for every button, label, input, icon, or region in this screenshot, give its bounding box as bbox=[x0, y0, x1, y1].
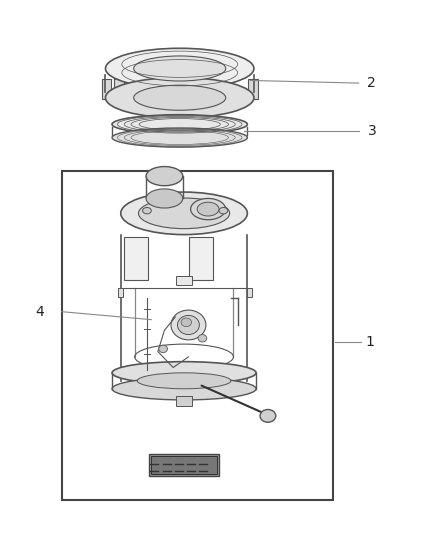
Bar bbox=[247, 288, 252, 297]
Bar bbox=[162, 79, 172, 99]
Ellipse shape bbox=[134, 56, 226, 81]
Bar bbox=[114, 79, 124, 99]
Ellipse shape bbox=[146, 166, 183, 185]
Ellipse shape bbox=[146, 189, 183, 208]
Ellipse shape bbox=[198, 335, 207, 342]
Ellipse shape bbox=[106, 49, 254, 88]
Ellipse shape bbox=[112, 377, 256, 400]
Ellipse shape bbox=[159, 345, 167, 353]
Ellipse shape bbox=[112, 362, 256, 384]
Bar bbox=[176, 276, 192, 285]
Bar bbox=[149, 454, 219, 477]
Bar bbox=[218, 79, 227, 99]
Ellipse shape bbox=[181, 318, 191, 327]
Ellipse shape bbox=[191, 198, 226, 220]
Ellipse shape bbox=[106, 77, 254, 118]
Bar bbox=[118, 288, 124, 297]
Bar bbox=[176, 395, 192, 406]
Text: 2: 2 bbox=[367, 76, 376, 90]
Text: 4: 4 bbox=[35, 305, 44, 319]
Ellipse shape bbox=[177, 316, 199, 335]
Ellipse shape bbox=[112, 128, 247, 147]
Text: 1: 1 bbox=[365, 335, 374, 349]
Bar bbox=[151, 456, 217, 474]
Ellipse shape bbox=[134, 85, 226, 110]
Ellipse shape bbox=[112, 115, 247, 134]
Ellipse shape bbox=[137, 373, 231, 389]
Bar bbox=[189, 237, 213, 280]
Bar bbox=[62, 171, 332, 500]
Ellipse shape bbox=[138, 198, 230, 229]
Ellipse shape bbox=[219, 207, 228, 214]
Ellipse shape bbox=[197, 202, 219, 216]
Ellipse shape bbox=[171, 310, 206, 340]
Ellipse shape bbox=[143, 207, 151, 214]
Bar bbox=[124, 237, 148, 280]
Text: 3: 3 bbox=[367, 124, 376, 138]
Ellipse shape bbox=[260, 409, 276, 422]
Bar bbox=[102, 79, 111, 99]
Bar bbox=[248, 79, 258, 99]
Ellipse shape bbox=[121, 192, 247, 235]
